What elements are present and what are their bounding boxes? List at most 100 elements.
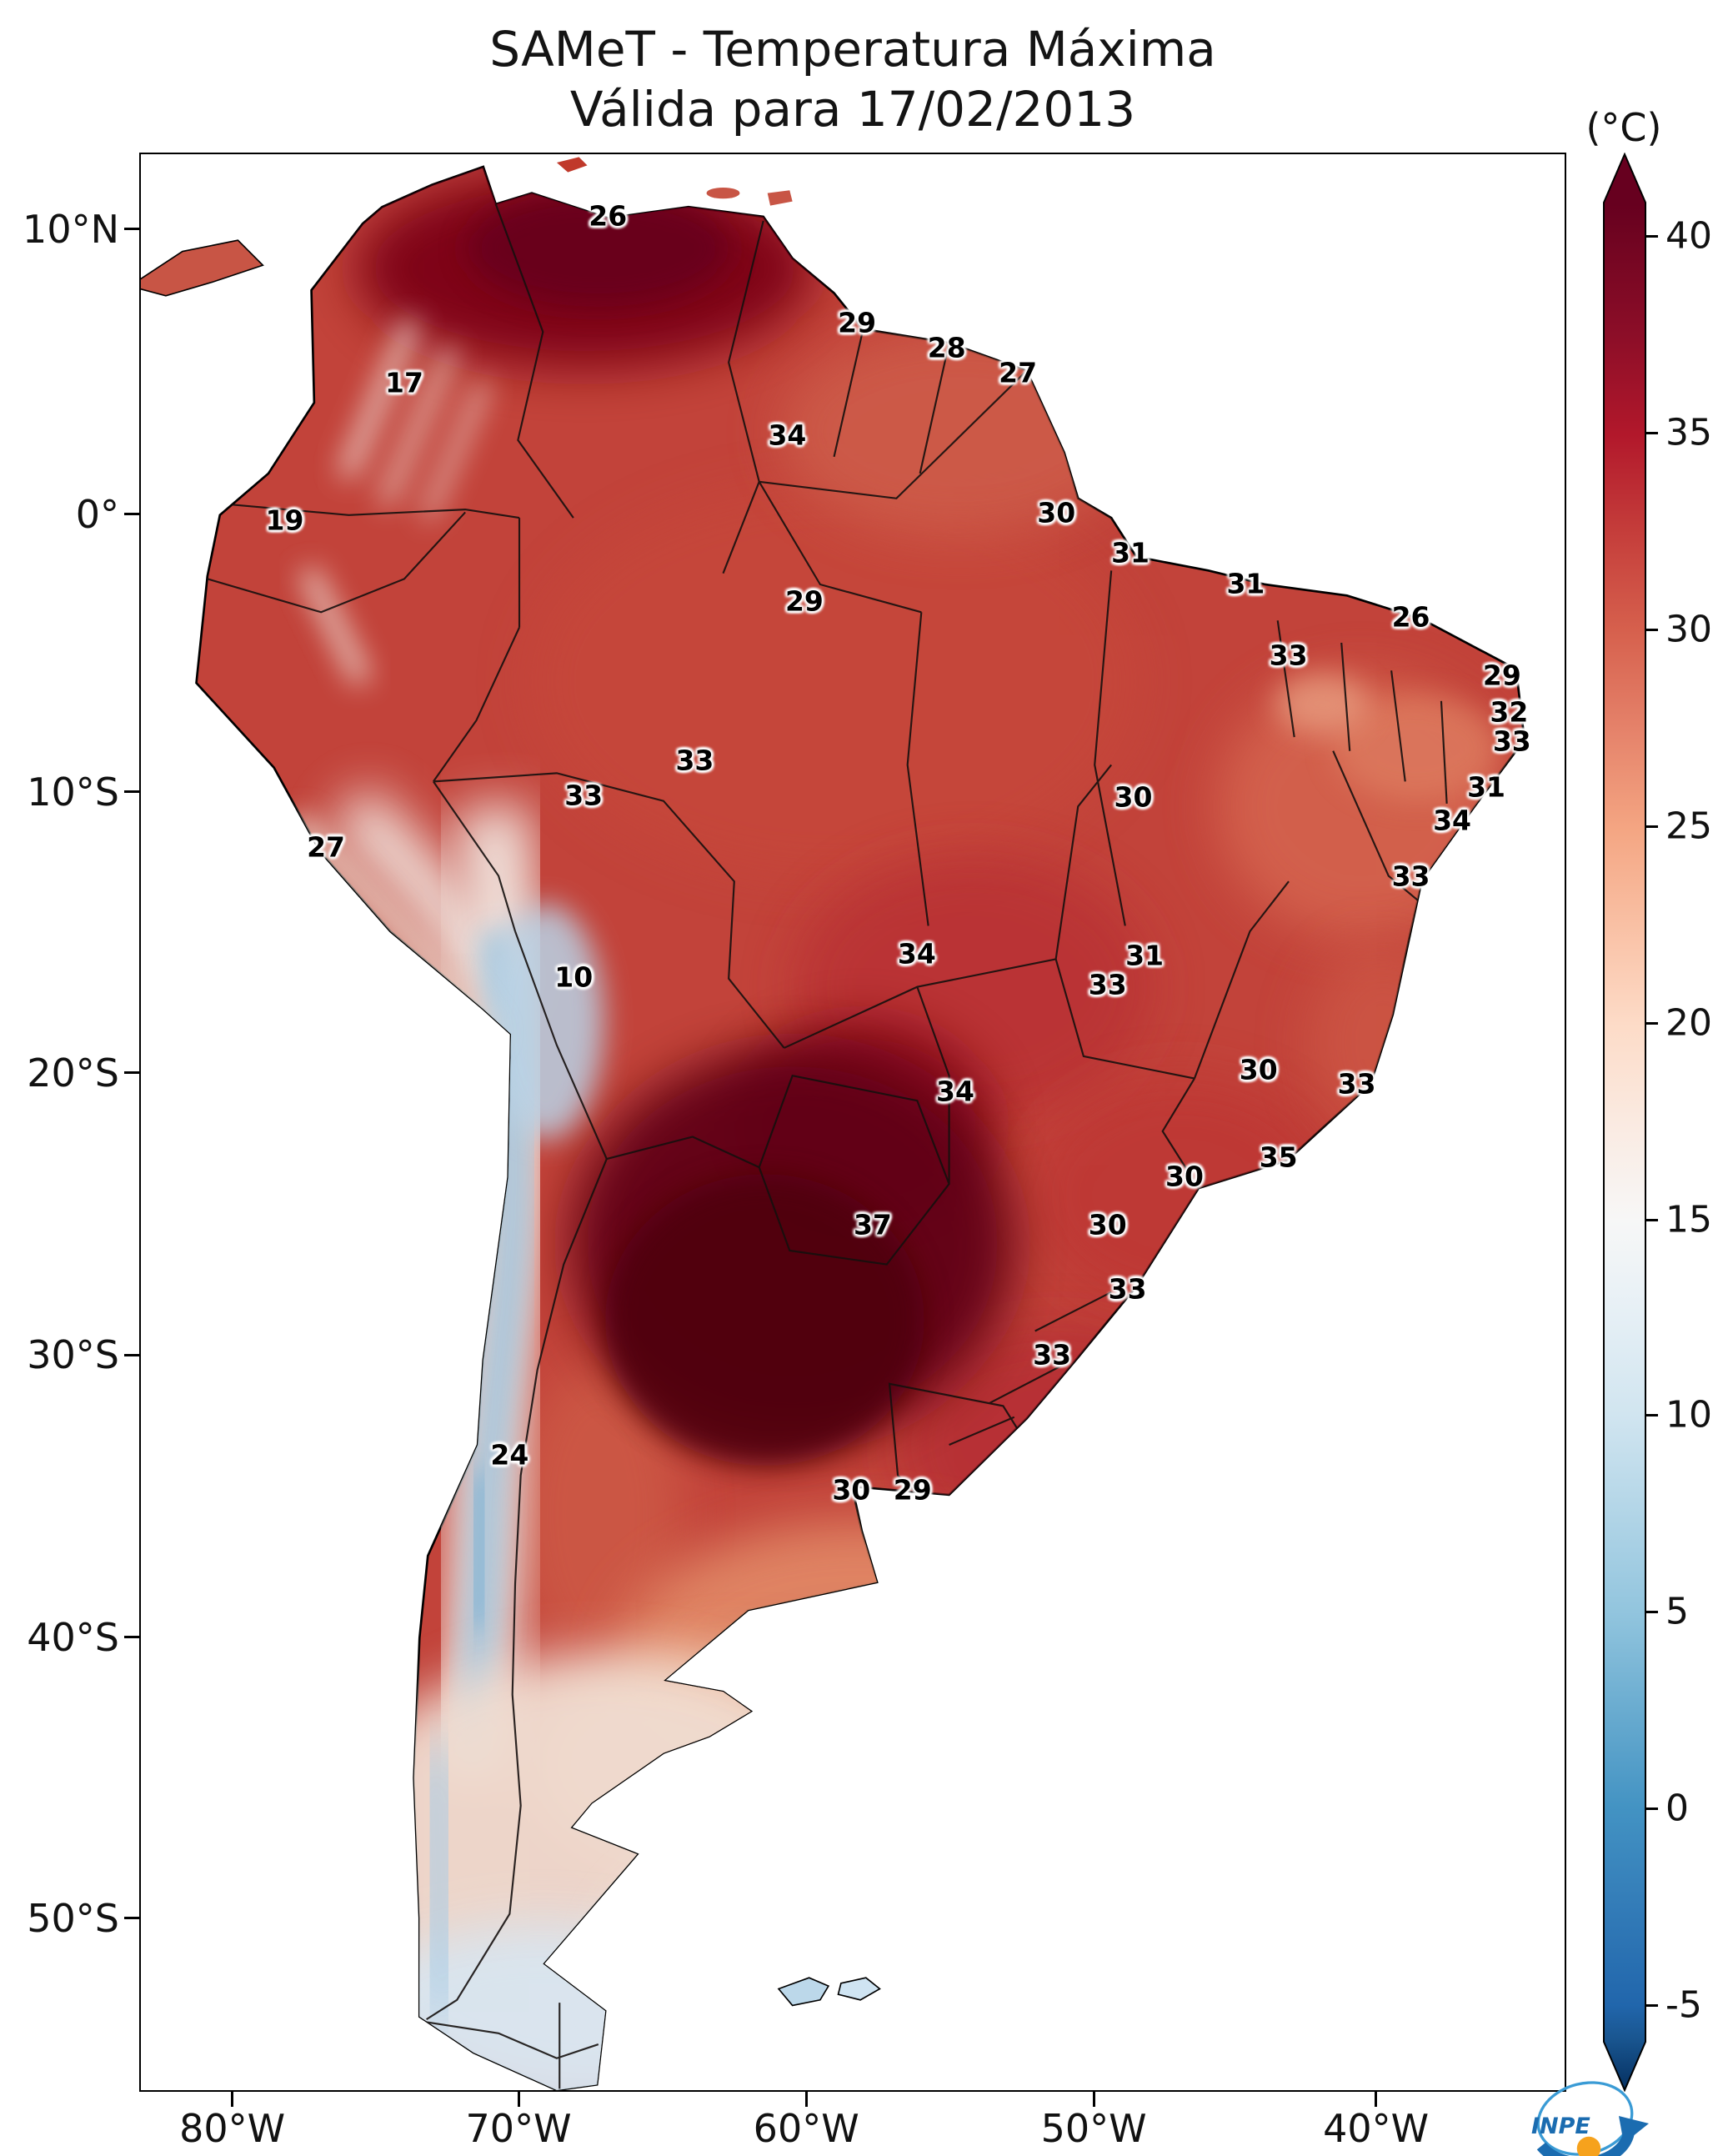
temperature-colorbar [1603,153,1646,2092]
station-temp-label: 37 [853,1208,892,1241]
station-temperature-labels: 26 29 28 27 17 34 19 30 31 31 26 29 33 29 32 33 31 34 33 33… [141,154,1565,2090]
lon-tick-label: 70°W [465,2106,572,2151]
colorbar-tick-label: 5 [1665,1590,1689,1633]
colorbar-unit-label: (°C) [1585,105,1662,150]
lat-tick-label: 30°S [27,1332,119,1378]
colorbar-tick-label: -5 [1665,1983,1702,2027]
station-temp-label: 31 [1226,567,1265,600]
colorbar-tick-label: 0 [1665,1787,1689,1830]
station-temp-label: 33 [1108,1272,1147,1306]
station-temp-label: 27 [999,356,1038,389]
caribbean-island [556,157,588,173]
lon-tick-label: 80°W [179,2106,286,2151]
station-temp-label: 19 [265,504,304,537]
falkland-islands [777,1977,830,2007]
colorbar-tick-mark [1646,1413,1658,1416]
colorbar-tick-mark [1646,2003,1658,2007]
lon-tick-label: 60°W [753,2106,859,2151]
station-temp-label: 17 [385,366,423,399]
station-temp-label: 29 [893,1473,932,1507]
station-temp-label: 31 [1125,939,1165,972]
falkland-islands [837,1977,881,2001]
lat-tick-mark [124,1917,139,1920]
station-temp-label: 35 [1259,1141,1298,1174]
station-temp-label: 24 [490,1438,529,1472]
station-temp-label: 29 [838,306,877,339]
lon-tick-label: 50°W [1040,2106,1147,2151]
caribbean-island [706,187,740,199]
inpe-logo-dot [1576,2136,1601,2156]
colorbar-tick-mark [1646,431,1658,434]
inpe-logo: INPE [1531,2081,1649,2156]
colorbar-tick-mark [1646,1021,1658,1025]
colorbar-tick-mark [1646,825,1658,828]
colorbar-tick-label: 40 [1665,214,1712,258]
colorbar-tick-mark [1646,1807,1658,1810]
south-america-temperature-map [141,157,1526,2090]
station-temp-label: 33 [1337,1067,1376,1101]
colorbar-tick-mark [1646,1610,1658,1613]
lat-tick-mark [124,513,139,516]
colorbar-tick-label: 15 [1665,1198,1712,1241]
lat-tick-mark [124,1353,139,1356]
station-temp-label: 33 [675,744,714,777]
political-borders [207,203,1448,2089]
colorbar-tick-mark [1646,1218,1658,1221]
colorbar-tick-label: 10 [1665,1393,1712,1436]
colorbar-tick-label: 35 [1665,411,1712,454]
lat-tick-label: 10°S [27,769,119,815]
trinidad-island [767,190,793,206]
lat-tick-mark [124,1071,139,1075]
colorbar-tick-mark [1646,628,1658,631]
station-temp-label: 29 [1482,659,1521,692]
station-temp-label: 32 [1490,695,1529,729]
station-temp-label: 28 [927,331,966,364]
lat-tick-mark [124,790,139,794]
station-temp-label: 34 [1433,804,1472,837]
station-temp-label: 30 [1114,780,1153,814]
lat-tick-label: 50°S [27,1895,119,1941]
station-temp-label: 26 [589,199,628,233]
station-temp-label: 30 [1165,1160,1204,1193]
lon-tick-mark [517,2092,520,2107]
station-temp-label: 10 [554,960,594,994]
figure-title-line2: Válida para 17/02/2013 [569,81,1136,138]
station-temp-label: 33 [1033,1338,1072,1371]
lat-tick-label: 40°S [27,1614,119,1660]
lon-tick-label: 40°W [1323,2106,1430,2151]
station-temp-label: 33 [1088,968,1127,1001]
station-temp-label: 33 [1391,860,1430,893]
station-temp-label: 27 [307,830,345,864]
lat-tick-mark [124,1636,139,1639]
station-temp-label: 33 [1492,725,1531,758]
lon-tick-mark [804,2092,808,2107]
station-temp-label: 30 [1037,496,1076,529]
lon-tick-mark [1375,2092,1378,2107]
station-temp-label: 31 [1467,770,1506,804]
inpe-logo-text: INPE [1531,2113,1590,2139]
figure-title-line1: SAMeT - Temperatura Máxima [489,21,1216,78]
station-temp-label: 26 [1391,600,1430,634]
lon-tick-mark [1092,2092,1095,2107]
lat-tick-label: 20°S [27,1050,119,1096]
station-temp-label: 30 [1239,1053,1278,1086]
map-plot-area: 26 29 28 27 17 34 19 30 31 31 26 29 33 29 32 33 31 34 33 33… [139,153,1649,2156]
panama-landmass [141,239,264,297]
colorbar-tick-label: 30 [1665,608,1712,651]
station-temp-label: 34 [936,1075,974,1108]
colorbar-tick-label: 25 [1665,805,1712,848]
colorbar-tick-mark [1646,234,1658,238]
station-temp-label: 34 [768,419,807,452]
lat-tick-label: 0° [75,491,119,537]
station-temp-label: 29 [784,584,824,618]
station-temp-label: 33 [1269,639,1308,672]
station-temp-label: 30 [1088,1208,1127,1241]
station-temp-label: 31 [1111,536,1150,569]
station-temp-label: 34 [897,937,936,970]
lat-tick-label: 10°N [23,206,119,252]
station-temp-label: 33 [564,779,604,812]
station-temp-label: 30 [832,1473,871,1507]
lat-tick-mark [124,228,139,231]
lon-tick-mark [231,2092,234,2107]
